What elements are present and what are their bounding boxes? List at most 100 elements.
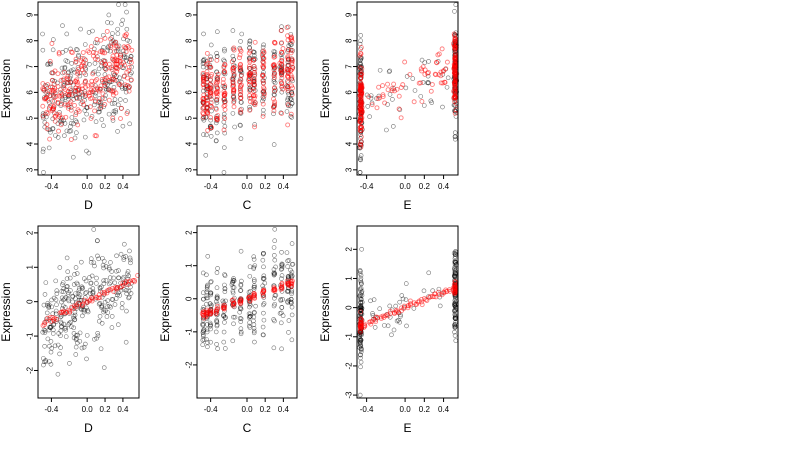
data-point xyxy=(117,59,123,64)
data-point xyxy=(106,265,112,270)
data-point xyxy=(65,105,71,111)
data-point xyxy=(117,81,123,87)
data-point xyxy=(204,329,210,335)
data-point xyxy=(80,313,85,319)
data-point xyxy=(80,50,86,55)
data-point xyxy=(278,320,284,326)
data-point xyxy=(222,71,228,77)
data-point xyxy=(419,68,425,74)
data-point xyxy=(46,145,52,151)
data-point xyxy=(251,266,257,271)
data-point xyxy=(95,238,100,243)
data-point xyxy=(251,284,257,290)
data-point xyxy=(238,319,244,324)
data-point xyxy=(215,86,221,91)
data-point xyxy=(71,325,77,331)
data-point xyxy=(390,97,395,102)
data-point xyxy=(48,61,53,67)
data-point xyxy=(214,94,220,100)
data-point xyxy=(440,80,446,86)
data-point xyxy=(203,153,209,158)
data-point xyxy=(128,257,133,263)
data-point xyxy=(58,119,63,124)
data-point xyxy=(271,317,276,322)
data-point xyxy=(208,133,214,139)
data-point xyxy=(452,324,458,330)
data-point xyxy=(403,281,409,286)
data-point xyxy=(77,330,83,336)
data-point xyxy=(76,66,82,72)
data-point xyxy=(130,277,136,283)
data-point xyxy=(289,312,295,318)
data-point xyxy=(88,259,94,265)
data-point xyxy=(54,302,59,308)
data-point xyxy=(357,157,363,162)
data-point xyxy=(105,20,110,25)
x-tick-label: 0.0 xyxy=(82,405,94,414)
data-point xyxy=(260,59,266,65)
data-point xyxy=(46,327,52,333)
data-point xyxy=(230,279,236,285)
data-point xyxy=(272,65,278,70)
data-point xyxy=(247,59,253,65)
data-point xyxy=(209,108,214,114)
data-point xyxy=(288,47,294,53)
data-point xyxy=(40,31,45,37)
y-tick-label: 1 xyxy=(345,276,354,281)
data-point xyxy=(214,319,220,325)
data-point xyxy=(261,80,267,86)
data-point xyxy=(102,299,108,305)
data-point xyxy=(45,315,51,321)
data-point xyxy=(73,56,79,62)
data-point xyxy=(40,149,46,155)
y-tick-label: -2 xyxy=(185,361,194,369)
data-point xyxy=(214,57,220,63)
data-point xyxy=(201,58,207,63)
data-point xyxy=(252,124,258,130)
data-point xyxy=(75,79,80,85)
data-point xyxy=(97,295,103,301)
data-point xyxy=(45,303,50,308)
data-point xyxy=(358,134,364,140)
x-tick-label: 0.0 xyxy=(400,405,412,414)
data-point xyxy=(246,75,252,81)
data-point xyxy=(208,292,213,298)
data-point xyxy=(208,103,214,109)
data-point xyxy=(223,298,228,304)
data-point xyxy=(357,392,363,398)
data-point xyxy=(231,88,237,94)
data-point xyxy=(101,58,106,63)
data-point xyxy=(230,338,236,344)
data-point xyxy=(118,63,124,69)
data-point xyxy=(96,71,101,77)
data-point xyxy=(120,123,126,129)
data-point xyxy=(251,257,257,262)
data-point xyxy=(429,100,435,105)
x-tick-label: 0.4 xyxy=(117,182,129,191)
data-point xyxy=(278,28,284,34)
data-point xyxy=(279,75,285,81)
data-point xyxy=(289,300,294,305)
data-point xyxy=(238,48,244,54)
data-point xyxy=(98,37,104,43)
data-point xyxy=(422,71,428,77)
y-tick-label: 7 xyxy=(26,64,35,69)
data-point xyxy=(69,61,74,66)
data-point xyxy=(237,64,243,70)
data-point xyxy=(92,61,98,66)
data-point xyxy=(62,65,68,70)
data-point xyxy=(204,69,210,75)
data-point xyxy=(75,107,81,113)
data-point xyxy=(208,290,214,296)
data-point xyxy=(108,304,113,310)
data-point xyxy=(68,319,73,325)
data-point xyxy=(63,327,69,333)
data-point xyxy=(55,371,61,377)
data-point xyxy=(277,311,283,316)
data-point xyxy=(115,26,120,32)
data-point xyxy=(68,124,73,129)
x-tick-label: 0.0 xyxy=(400,182,412,191)
data-point xyxy=(103,264,109,269)
data-point xyxy=(112,97,118,102)
data-point xyxy=(215,266,220,271)
